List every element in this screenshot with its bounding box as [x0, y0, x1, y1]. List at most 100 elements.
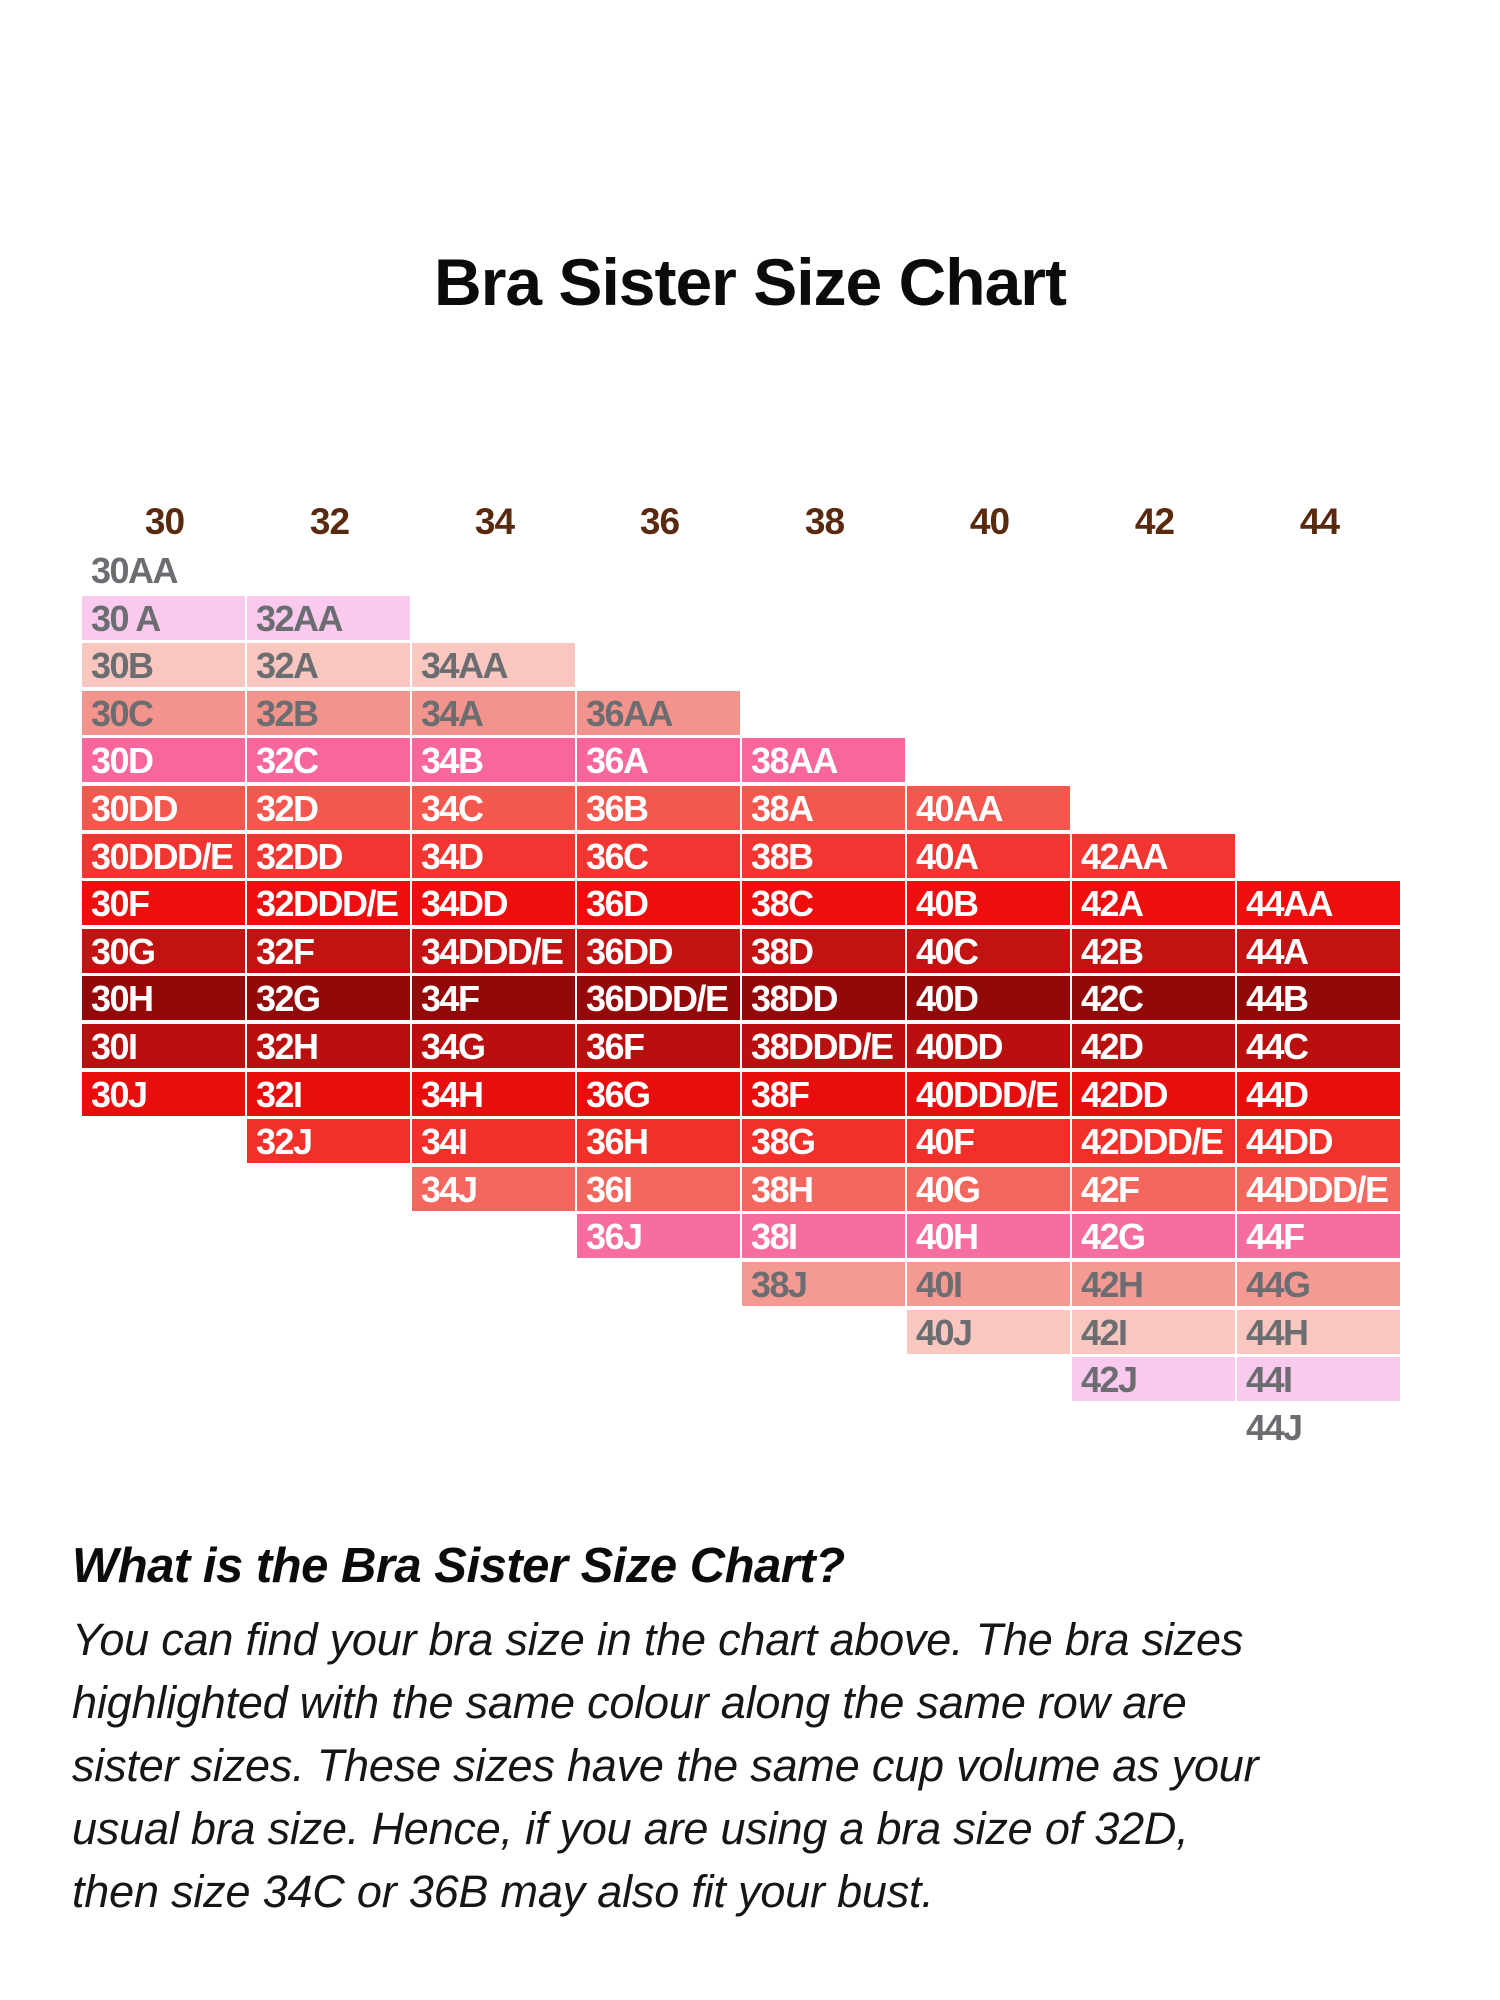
size-cell-40a: 40A	[907, 833, 1070, 878]
sister-size-row: 40J 42I 44H	[907, 1309, 1402, 1354]
sister-size-row: 30J 32I 34H 36G 38F 40DDD/E 42DD 44D	[82, 1071, 1402, 1116]
size-cell-34f: 34F	[412, 976, 575, 1021]
size-cell-44b: 44B	[1237, 976, 1400, 1021]
size-cell-30ddd-e: 30DDD/E	[82, 833, 245, 878]
size-cell-30-a: 30 A	[82, 595, 245, 640]
column-header-30: 30	[144, 501, 185, 542]
explanation-line: sister sizes. These sizes have the same …	[72, 1740, 1259, 1791]
size-cell-30aa: 30AA	[91, 550, 179, 591]
size-cell-30c: 30C	[82, 690, 245, 735]
sister-size-row: 32J 34I 36H 38G 40F 42DDD/E 44DD	[247, 1119, 1402, 1164]
size-cell-36aa: 36AA	[577, 690, 740, 735]
sister-size-row: 42J 44I	[1072, 1357, 1402, 1402]
size-cell-42dd: 42DD	[1072, 1071, 1235, 1116]
size-cell-34dd: 34DD	[412, 881, 575, 926]
size-cell-32aa: 32AA	[247, 595, 410, 640]
size-cell-44f: 44F	[1237, 1214, 1400, 1259]
size-cell-32i: 32I	[247, 1071, 410, 1116]
size-cell-40ddd-e: 40DDD/E	[907, 1071, 1070, 1116]
size-cell-34d: 34D	[412, 833, 575, 878]
column-header-36: 36	[639, 501, 680, 542]
column-header-40: 40	[969, 501, 1010, 542]
explanation-line: usual bra size. Hence, if you are using …	[72, 1803, 1189, 1854]
page-title: Bra Sister Size Chart	[434, 245, 1067, 320]
size-cell-32f: 32F	[247, 928, 410, 973]
sister-size-row: 30H 32G 34F 36DDD/E 38DD 40D 42C 44B	[82, 976, 1402, 1021]
size-cell-38ddd-e: 38DDD/E	[742, 1024, 905, 1068]
size-cell-32a: 32A	[247, 643, 410, 688]
size-cell-42aa: 42AA	[1072, 833, 1235, 878]
size-cell-44a: 44A	[1237, 928, 1400, 973]
size-cell-36d: 36D	[577, 881, 740, 926]
size-cell-40aa: 40AA	[907, 786, 1070, 830]
size-cell-30d: 30D	[82, 738, 245, 783]
column-header-44: 44	[1299, 501, 1340, 542]
size-cell-36b: 36B	[577, 786, 740, 830]
sister-size-row: 30B 32A 34AA	[82, 643, 577, 688]
size-cell-36j: 36J	[577, 1214, 740, 1259]
size-cell-40g: 40G	[907, 1166, 1070, 1211]
bra-sister-size-chart: 30 32 34 36 38 40 42 44 30AA 30 A 32AA 30B 32A 34AA 30…	[82, 502, 1412, 1462]
sister-size-row: 30C 32B 34A 36AA	[82, 690, 742, 735]
size-cell-44dd: 44DD	[1237, 1119, 1400, 1164]
size-cell-36h: 36H	[577, 1119, 740, 1164]
size-cell-34c: 34C	[412, 786, 575, 830]
size-cell-34aa: 34AA	[412, 643, 575, 688]
sister-size-row: 36J 38I 40H 42G 44F	[577, 1214, 1402, 1259]
size-cell-34a: 34A	[412, 690, 575, 735]
sister-size-row: 30DD 32D 34C 36B 38A 40AA	[82, 786, 1072, 830]
sister-size-row: 34J 36I 38H 40G 42F 44DDD/E	[412, 1166, 1402, 1211]
size-cell-42c: 42C	[1072, 976, 1235, 1021]
sister-size-row: 30DDD/E 32DD 34D 36C 38B 40A 42AA	[82, 833, 1237, 878]
size-cell-38c: 38C	[742, 881, 905, 926]
size-cell-30j: 30J	[82, 1071, 245, 1116]
column-header-32: 32	[309, 501, 350, 542]
size-cell-32c: 32C	[247, 738, 410, 783]
size-cell-34j: 34J	[412, 1166, 575, 1211]
size-cell-30dd: 30DD	[82, 786, 245, 830]
sister-size-row: 30F 32DDD/E 34DD 36D 38C 40B 42A 44AA	[82, 881, 1402, 926]
size-cell-40c: 40C	[907, 928, 1070, 973]
size-cell-36c: 36C	[577, 833, 740, 878]
size-cell-44c: 44C	[1237, 1024, 1400, 1068]
size-cell-44aa: 44AA	[1237, 881, 1400, 926]
size-cell-32h: 32H	[247, 1024, 410, 1068]
size-cell-32d: 32D	[247, 786, 410, 830]
size-cell-38b: 38B	[742, 833, 905, 878]
size-cell-30b: 30B	[82, 643, 245, 688]
size-cell-34ddd-e: 34DDD/E	[412, 928, 575, 973]
size-cell-42i: 42I	[1072, 1309, 1235, 1354]
size-cell-44j: 44J	[1246, 1406, 1303, 1448]
size-cell-38f: 38F	[742, 1071, 905, 1116]
size-cell-38i: 38I	[742, 1214, 905, 1259]
size-cell-36ddd-e: 36DDD/E	[577, 976, 740, 1021]
sister-size-row: 44J	[1237, 1405, 1402, 1449]
explanation-paragraph: You can find your bra size in the chart …	[72, 1608, 1259, 1923]
size-cell-32b: 32B	[247, 690, 410, 735]
size-cell-42b: 42B	[1072, 928, 1235, 973]
size-cell-38a: 38A	[742, 786, 905, 830]
size-cell-40b: 40B	[907, 881, 1070, 926]
size-cell-38h: 38H	[742, 1166, 905, 1211]
size-cell-38j: 38J	[742, 1262, 905, 1306]
size-cell-30h: 30H	[82, 976, 245, 1021]
column-header-42: 42	[1134, 501, 1175, 542]
size-cell-38dd: 38DD	[742, 976, 905, 1021]
size-cell-34g: 34G	[412, 1024, 575, 1068]
size-cell-36a: 36A	[577, 738, 740, 783]
size-cell-30g: 30G	[82, 928, 245, 973]
explanation-line: highlighted with the same colour along t…	[72, 1677, 1187, 1728]
sister-size-row: 30I 32H 34G 36F 38DDD/E 40DD 42D 44C	[82, 1024, 1402, 1068]
sister-size-row: 30G 32F 34DDD/E 36DD 38D 40C 42B 44A	[82, 928, 1402, 973]
sister-size-row: 30 A 32AA	[82, 595, 412, 640]
size-cell-38g: 38G	[742, 1119, 905, 1164]
size-cell-40j: 40J	[907, 1309, 1070, 1354]
sister-size-row: 38J 40I 42H 44G	[742, 1262, 1402, 1306]
size-cell-40d: 40D	[907, 976, 1070, 1021]
explanation-heading: What is the Bra Sister Size Chart?	[72, 1539, 845, 1593]
size-cell-42f: 42F	[1072, 1166, 1235, 1211]
explanation-line: You can find your bra size in the chart …	[72, 1614, 1244, 1665]
column-header-38: 38	[804, 501, 845, 542]
size-cell-30f: 30F	[82, 881, 245, 926]
